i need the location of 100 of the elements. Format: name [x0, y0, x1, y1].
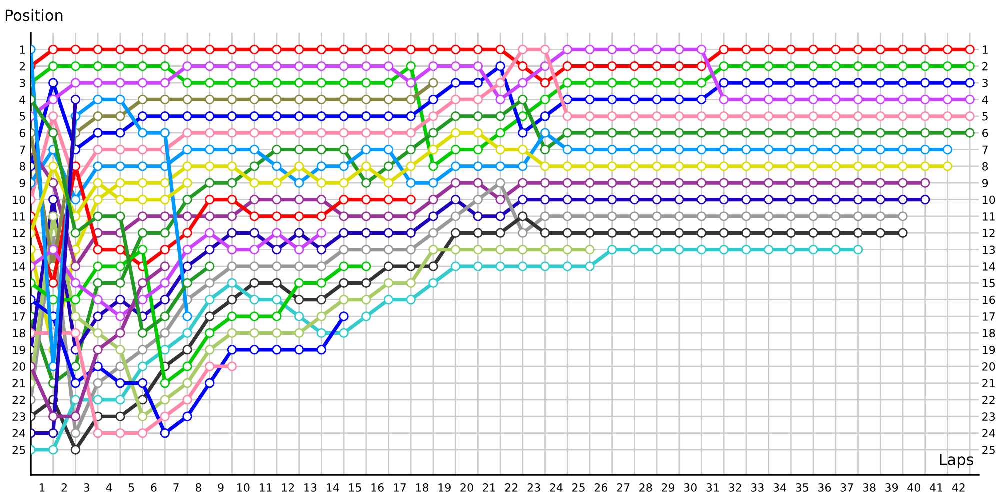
- point: [138, 94, 148, 105]
- x-tick-label: 39: [886, 484, 898, 492]
- point: [205, 244, 215, 255]
- point: [473, 44, 484, 55]
- x-tick-label: 29: [662, 484, 675, 492]
- point: [48, 428, 58, 438]
- point: [339, 112, 349, 122]
- y2-tick-label: 14: [983, 262, 996, 271]
- point: [518, 262, 528, 272]
- point: [70, 61, 81, 72]
- point: [406, 212, 416, 222]
- point: [70, 362, 81, 372]
- point: [630, 212, 640, 222]
- point: [362, 78, 372, 88]
- point: [585, 212, 595, 222]
- point: [205, 78, 215, 88]
- point: [250, 128, 260, 138]
- point: [473, 144, 484, 155]
- point: [339, 94, 349, 105]
- x-tick-label: 30: [684, 484, 697, 492]
- point: [876, 61, 886, 72]
- point: [562, 194, 572, 205]
- point: [294, 295, 304, 305]
- point: [450, 228, 461, 238]
- point: [138, 128, 148, 138]
- point: [272, 144, 282, 155]
- point: [876, 128, 886, 138]
- point: [607, 112, 618, 122]
- point: [116, 162, 126, 172]
- point: [362, 262, 372, 272]
- point: [450, 262, 461, 272]
- point: [719, 144, 729, 155]
- point: [160, 78, 170, 88]
- point: [272, 312, 282, 322]
- y-tick-label: 14: [13, 262, 26, 271]
- point: [831, 228, 841, 238]
- point: [808, 162, 818, 172]
- point: [116, 61, 126, 72]
- y-tick-label: 13: [13, 246, 26, 254]
- point: [898, 112, 908, 122]
- point: [384, 262, 394, 272]
- x-tick-label: 35: [796, 484, 808, 492]
- point: [250, 312, 260, 322]
- point: [160, 412, 170, 422]
- point: [898, 94, 908, 105]
- point: [182, 194, 192, 205]
- y-tick-label: 11: [13, 212, 26, 221]
- point: [316, 278, 327, 288]
- point: [540, 112, 550, 122]
- point: [764, 61, 774, 72]
- point: [160, 244, 170, 255]
- y2-tick-label: 11: [983, 212, 995, 221]
- point: [339, 278, 349, 288]
- point: [450, 194, 461, 205]
- point: [182, 162, 192, 172]
- point: [764, 194, 774, 205]
- point: [182, 278, 192, 288]
- point: [942, 44, 953, 55]
- point: [764, 94, 774, 105]
- point: [93, 94, 103, 105]
- point: [764, 162, 774, 172]
- point: [920, 178, 930, 188]
- point: [428, 128, 438, 138]
- point: [182, 94, 192, 105]
- point: [316, 44, 327, 55]
- point: [93, 178, 103, 188]
- point: [652, 94, 662, 105]
- point: [406, 244, 416, 255]
- point: [362, 44, 372, 55]
- point: [652, 144, 662, 155]
- point: [316, 312, 327, 322]
- point: [607, 94, 618, 105]
- point: [362, 178, 372, 188]
- x-tick-label: 40: [908, 484, 920, 492]
- point: [384, 162, 394, 172]
- point: [719, 112, 729, 122]
- point: [450, 78, 461, 88]
- point: [450, 128, 461, 138]
- point: [518, 162, 528, 172]
- point: [406, 94, 416, 105]
- point: [384, 194, 394, 205]
- point: [876, 144, 886, 155]
- point: [250, 61, 260, 72]
- point: [607, 61, 618, 72]
- point: [942, 94, 953, 105]
- y2-tick-label: 25: [982, 446, 995, 454]
- point: [138, 428, 148, 438]
- y2-tick-label: 5: [982, 112, 988, 121]
- point: [182, 61, 192, 72]
- point: [496, 112, 506, 122]
- point: [607, 228, 618, 238]
- x-tick-label: 14: [326, 484, 340, 492]
- point: [652, 61, 662, 72]
- point: [138, 362, 148, 372]
- point: [920, 78, 930, 88]
- point: [70, 395, 81, 405]
- point: [518, 178, 528, 188]
- y2-tick-label: 1: [983, 46, 988, 54]
- point: [742, 212, 752, 222]
- point: [294, 262, 304, 272]
